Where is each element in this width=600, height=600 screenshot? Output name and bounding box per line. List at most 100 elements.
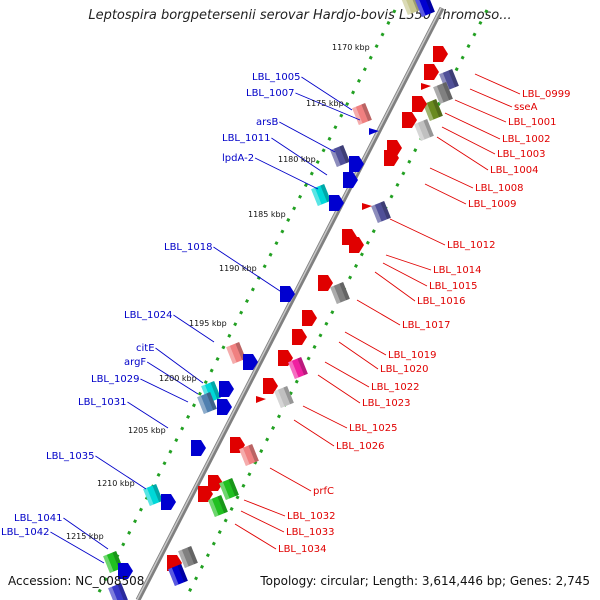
gene-label-right: LBL_1020 xyxy=(380,364,428,375)
leader-line-right xyxy=(436,136,489,171)
gene-feature xyxy=(414,119,434,141)
leader-line-right xyxy=(269,467,312,492)
leader-line-right xyxy=(338,341,379,370)
gene-label-right: LBL_0999 xyxy=(522,89,570,100)
gene-label-right: LBL_1017 xyxy=(402,320,450,331)
leader-line-right xyxy=(469,88,513,108)
kbp-label: 1190 kbp xyxy=(219,264,257,273)
gene-label-right: LBL_1034 xyxy=(278,544,326,555)
gene-feature xyxy=(433,82,453,104)
leader-line-right xyxy=(243,499,286,517)
labels: 1170 kbp 1175 kbp 1180 kbp 1185 kbp 1190 kbp… xyxy=(1,43,570,555)
gene-label-right: LBL_1014 xyxy=(433,265,481,276)
gene-marker xyxy=(421,83,431,90)
leader-line-left xyxy=(127,401,169,429)
gene-arrow xyxy=(292,329,307,345)
gene-arrow xyxy=(402,112,417,128)
gene-feature xyxy=(274,386,294,408)
leader-line-right xyxy=(302,405,348,429)
gene-label-left: lpdA-2 xyxy=(222,153,254,164)
gene-arrow xyxy=(219,381,234,397)
gene-label-left: LBL_1005 xyxy=(252,72,300,83)
gene-feature xyxy=(208,495,228,517)
gene-arrow xyxy=(217,399,232,415)
gene-label-left: LBL_1007 xyxy=(246,88,294,99)
gene-feature xyxy=(311,184,331,206)
leader-line-right xyxy=(441,126,496,155)
backbone-highlight xyxy=(136,7,442,600)
gene-label-left: LBL_1024 xyxy=(124,310,172,321)
accession-text: Accession: NC_008508 xyxy=(8,574,145,588)
leader-line-left xyxy=(95,455,147,490)
gene-feature xyxy=(330,145,350,167)
gene-arrow xyxy=(412,96,427,112)
gene-feature xyxy=(108,583,128,600)
gene-label-right: LBL_1008 xyxy=(475,183,523,194)
gene-arrow xyxy=(433,46,448,62)
gene-label-right: LBL_1025 xyxy=(349,423,397,434)
kbp-label: 1180 kbp xyxy=(278,155,316,164)
gene-feature xyxy=(143,484,163,506)
gene-label-right: LBL_1026 xyxy=(336,441,384,452)
leader-line-right xyxy=(474,73,521,95)
gene-feature xyxy=(168,564,188,586)
gene-label-right: LBL_1012 xyxy=(447,240,495,251)
gene-label-right: LBL_1015 xyxy=(429,281,477,292)
leader-line-right xyxy=(389,218,446,246)
gene-arrow xyxy=(191,440,206,456)
gene-marker xyxy=(369,128,379,135)
gene-label-right: LBL_1032 xyxy=(287,511,335,522)
gene-label-left: argF xyxy=(124,357,146,368)
leader-line-left xyxy=(146,361,199,395)
leader-line-right xyxy=(356,299,401,326)
gene-label-right: LBL_1002 xyxy=(502,134,550,145)
leader-line-right xyxy=(324,361,370,388)
leader-line-right xyxy=(429,167,474,189)
backbone-line xyxy=(135,6,445,600)
leader-line-left xyxy=(213,246,284,294)
backbone xyxy=(135,6,445,600)
kbp-label: 1205 kbp xyxy=(128,426,166,435)
gene-label-right: LBL_1003 xyxy=(497,149,545,160)
gene-feature xyxy=(239,444,259,466)
gene-arrow xyxy=(343,172,358,188)
leader-line-right xyxy=(424,183,467,205)
gene-feature xyxy=(330,282,350,304)
gene-arrow xyxy=(263,378,278,394)
gene-label-left: LBL_1041 xyxy=(14,513,62,524)
leader-line-right xyxy=(293,419,335,447)
gene-feature xyxy=(219,478,239,500)
gene-feature xyxy=(371,201,391,223)
gene-label-right: LBL_1019 xyxy=(388,350,436,361)
leader-line-left xyxy=(295,92,361,121)
leader-line-right xyxy=(385,254,432,271)
leader-line-left xyxy=(63,517,109,550)
map-title: Leptospira borgpetersenii serovar Hardjo… xyxy=(88,8,512,23)
gene-label-left: LBL_1011 xyxy=(222,133,270,144)
kbp-label: 1210 kbp xyxy=(97,479,135,488)
gene-marker xyxy=(256,396,266,403)
leader-line-left xyxy=(279,121,336,153)
kbp-label: 1215 kbp xyxy=(66,532,104,541)
leader-line-left xyxy=(173,314,215,343)
kbp-label: 1175 kbp xyxy=(306,99,344,108)
gene-arrow xyxy=(349,237,364,253)
kbp-label: 1195 kbp xyxy=(189,319,227,328)
gene-feature xyxy=(415,0,435,17)
gene-arrow xyxy=(161,494,176,510)
gene-arrow xyxy=(424,64,439,80)
kbp-label: 1185 kbp xyxy=(248,210,286,219)
leader-line-right xyxy=(444,112,501,140)
gene-arrow xyxy=(280,286,295,302)
dotted-guide-1 xyxy=(93,9,397,600)
leader-line-right xyxy=(240,510,285,533)
gene-feature xyxy=(423,99,443,121)
gene-feature xyxy=(226,342,246,364)
gene-features xyxy=(103,0,459,600)
gene-arrow xyxy=(243,354,258,370)
leader-line-left xyxy=(155,347,204,384)
label-leaders xyxy=(50,73,521,564)
kbp-label: 1200 kbp xyxy=(159,374,197,383)
gene-label-left: LBL_1031 xyxy=(78,397,126,408)
gene-label-left: LBL_1035 xyxy=(46,451,94,462)
